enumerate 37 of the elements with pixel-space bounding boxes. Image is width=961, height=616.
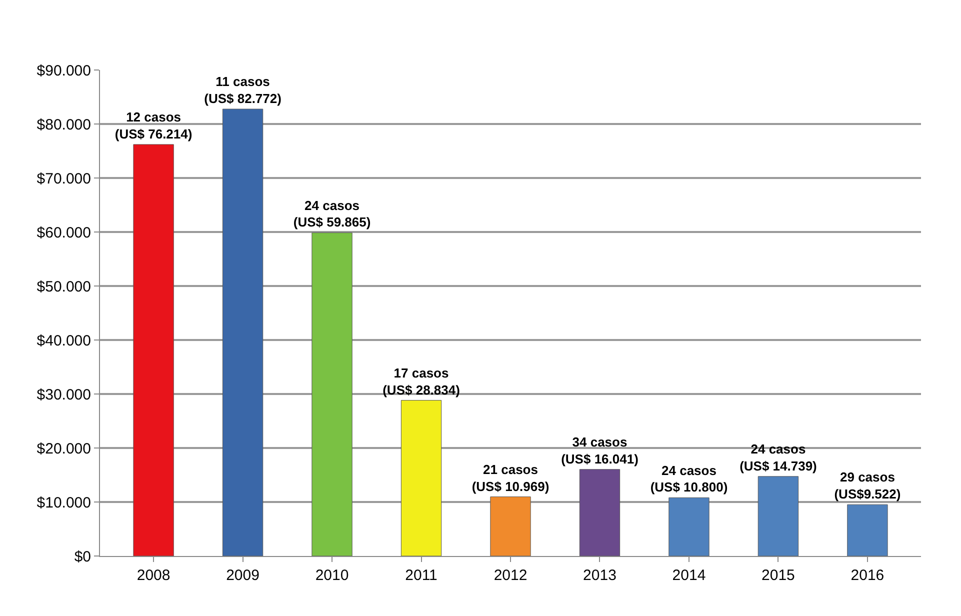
x-tick-label: 2014: [672, 567, 706, 584]
x-tick-label: 2012: [494, 567, 528, 584]
bar: [133, 144, 174, 556]
x-tick-label: 2008: [136, 567, 170, 584]
data-label: 17 casos (US$ 28.834): [382, 365, 460, 398]
x-tick-label: 2010: [315, 567, 349, 584]
bar: [312, 232, 352, 556]
data-label: 21 casos (US$ 10.969): [472, 462, 550, 494]
y-tick-label: $90.000: [36, 62, 91, 80]
y-tick-label: $70.000: [36, 170, 91, 188]
data-label: 24 casos (US$ 14.739): [740, 442, 817, 474]
bar: [579, 469, 620, 556]
bar: [668, 497, 710, 556]
bar: [400, 400, 442, 556]
data-label: 12 casos (US$ 76.214): [114, 110, 192, 142]
y-tick-label: $80.000: [36, 116, 91, 134]
data-label: 34 casos (US$ 16.041): [561, 434, 638, 466]
x-tick-label: 2013: [583, 567, 616, 584]
x-tick-label: 2009: [226, 567, 260, 584]
data-label: 29 casos (US$9.522): [834, 470, 901, 502]
x-tick-label: 2015: [762, 567, 795, 584]
data-label: 24 casos (US$ 10.800): [650, 462, 728, 495]
y-tick-label: $30.000: [36, 386, 91, 404]
bar: [758, 476, 799, 556]
bar: [490, 496, 531, 556]
bar: [847, 504, 888, 556]
y-tick-label: $10.000: [36, 494, 91, 512]
data-label: 11 casos (US$ 82.772): [204, 74, 282, 106]
y-tick-label: $20.000: [36, 440, 91, 458]
y-tick-label: $50.000: [36, 278, 91, 296]
x-tick-label: 2016: [850, 567, 884, 584]
y-tick-label: $0: [74, 548, 91, 566]
bar: [222, 108, 264, 556]
x-tick-label: 2011: [405, 567, 438, 584]
y-tick-label: $60.000: [36, 224, 91, 242]
y-tick-label: $40.000: [36, 332, 91, 350]
data-label: 24 casos (US$ 59.865): [293, 198, 371, 230]
